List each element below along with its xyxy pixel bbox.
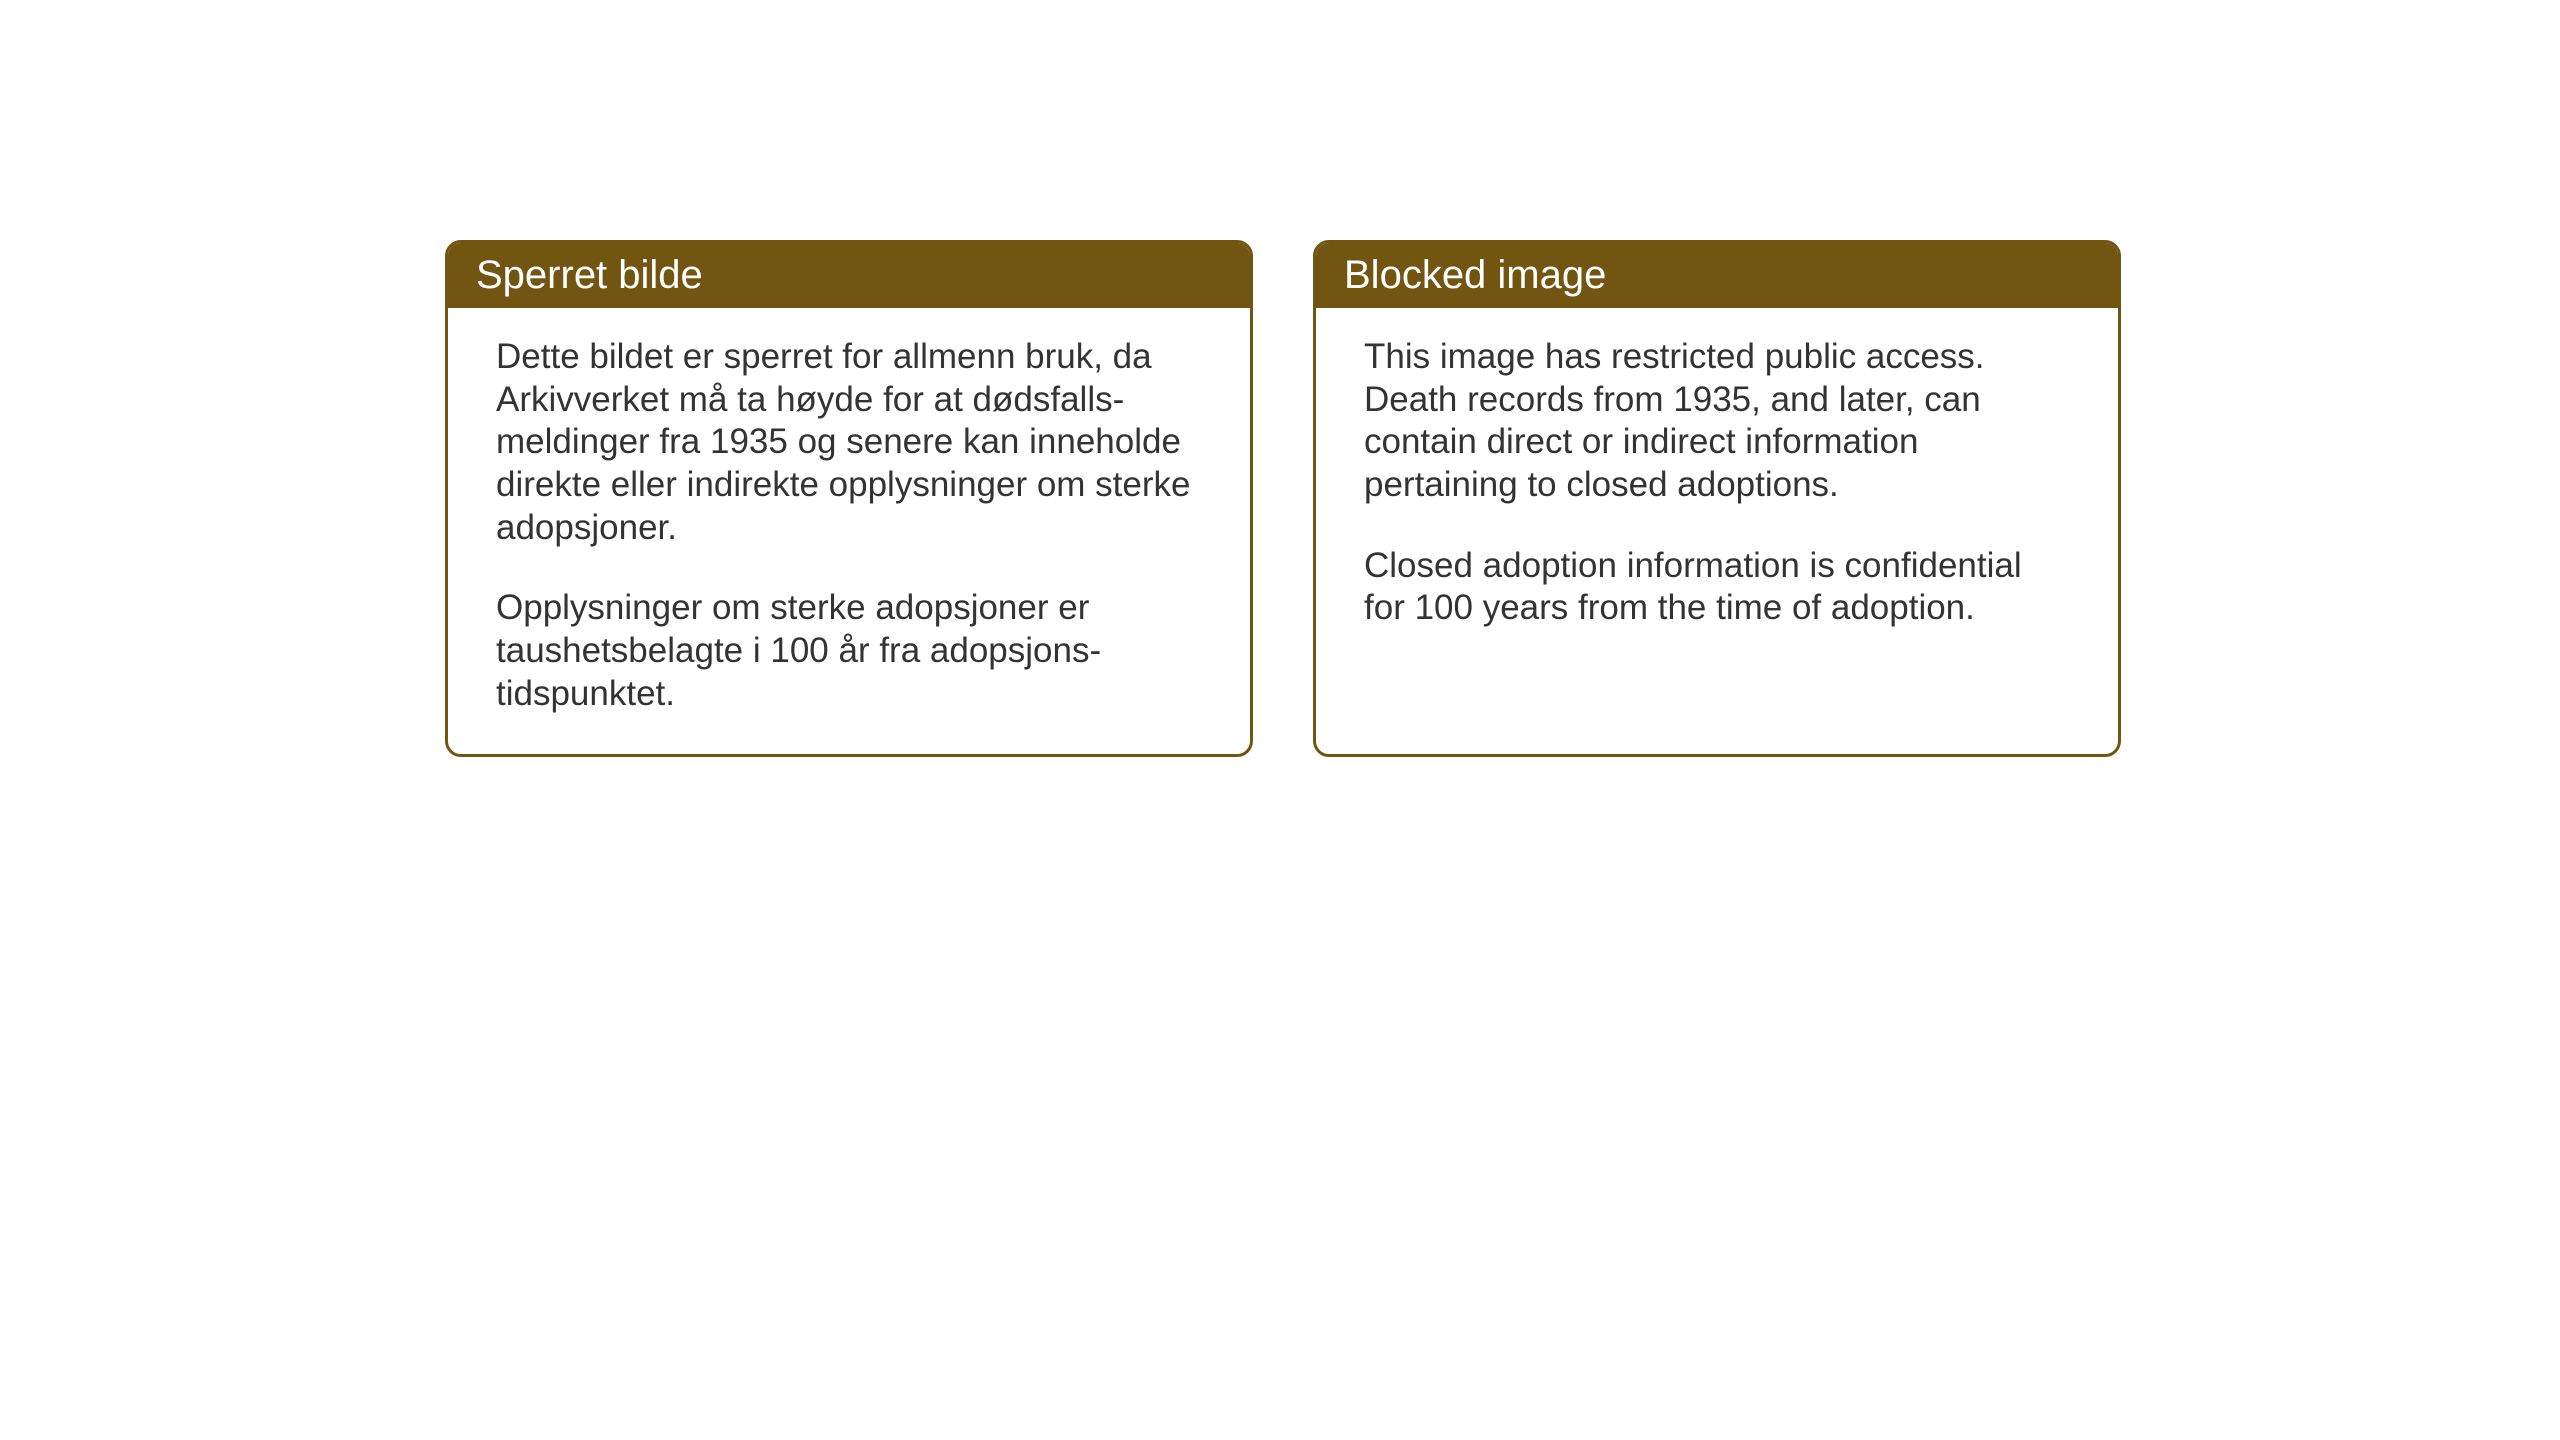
norwegian-card-title: Sperret bilde xyxy=(448,243,1250,308)
english-notice-card: Blocked image This image has restricted … xyxy=(1313,240,2121,757)
norwegian-card-body: Dette bildet er sperret for allmenn bruk… xyxy=(448,308,1250,754)
english-card-title: Blocked image xyxy=(1316,243,2118,308)
english-paragraph-1: This image has restricted public access.… xyxy=(1364,336,2070,507)
norwegian-paragraph-2: Opplysninger om sterke adopsjoner er tau… xyxy=(496,587,1202,715)
norwegian-notice-card: Sperret bilde Dette bildet er sperret fo… xyxy=(445,240,1253,757)
notice-container: Sperret bilde Dette bildet er sperret fo… xyxy=(445,240,2121,757)
english-paragraph-2: Closed adoption information is confident… xyxy=(1364,545,2070,630)
english-card-body: This image has restricted public access.… xyxy=(1316,308,2118,668)
norwegian-paragraph-1: Dette bildet er sperret for allmenn bruk… xyxy=(496,336,1202,549)
